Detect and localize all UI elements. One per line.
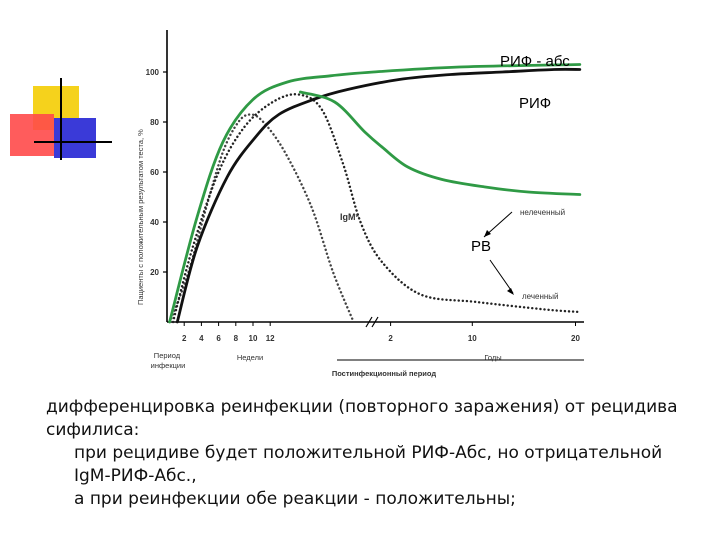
axes	[166, 30, 584, 328]
y-tick-label: 100	[146, 68, 160, 77]
label-rif: РИФ	[519, 95, 551, 112]
x-group-weeks: Недели	[237, 353, 263, 362]
caption-line-3: а при реинфекции обе реакции - положител…	[74, 489, 516, 509]
x-tick-label: 12	[266, 334, 275, 343]
annotation-igm: IgM*	[340, 212, 359, 222]
x-tick-label: 6	[216, 334, 221, 343]
annotation-treated: леченный	[522, 292, 559, 301]
x-group-infection-period: Период инфекции	[151, 351, 186, 370]
x-tick-label: 2	[182, 334, 187, 343]
caption-line-1: дифференцировка реинфекции (повторного з…	[46, 397, 678, 440]
y-tick-label: 40	[150, 218, 159, 227]
annotation-untreated: нелеченный	[520, 208, 565, 217]
red-square	[10, 114, 54, 156]
x-tick-label: 20	[571, 334, 580, 343]
series-line-1	[171, 93, 581, 324]
label-rv: РВ	[471, 238, 491, 255]
series-line-2	[175, 67, 582, 324]
caption-line-2: при рецидиве будет положительной РИФ-Абс…	[74, 443, 663, 486]
series-line-4	[298, 90, 582, 196]
label-rif-abs: РИФ - абс	[500, 53, 570, 70]
axis-break-1	[365, 316, 373, 328]
x-group-postinfection-period: Постинфекционный период	[332, 369, 437, 378]
x-tick-label: 4	[199, 334, 204, 343]
arrow-untreated-head	[484, 230, 491, 237]
y-tick-label: 20	[150, 268, 159, 277]
x-group-years: Годы	[484, 353, 501, 362]
series	[168, 63, 582, 324]
y-tick-label: 60	[150, 168, 159, 177]
arrow-treated-head	[507, 288, 514, 295]
ticks: 100 80 60 40 20 2 4 6 8 10 12 2 10 20	[146, 68, 581, 343]
arrow-treated	[489, 259, 514, 294]
y-tick-label: 80	[150, 118, 159, 127]
series-line-3	[168, 63, 582, 324]
caption: дифференцировка реинфекции (повторного з…	[46, 396, 686, 511]
axis-break-2	[371, 316, 379, 328]
x-tick-label: 10	[249, 334, 258, 343]
x-tick-label: 10	[468, 334, 477, 343]
y-axis-label: Пациенты с положительным результатом тес…	[136, 129, 145, 305]
x-tick-label: 8	[234, 334, 239, 343]
x-tick-label: 2	[388, 334, 393, 343]
